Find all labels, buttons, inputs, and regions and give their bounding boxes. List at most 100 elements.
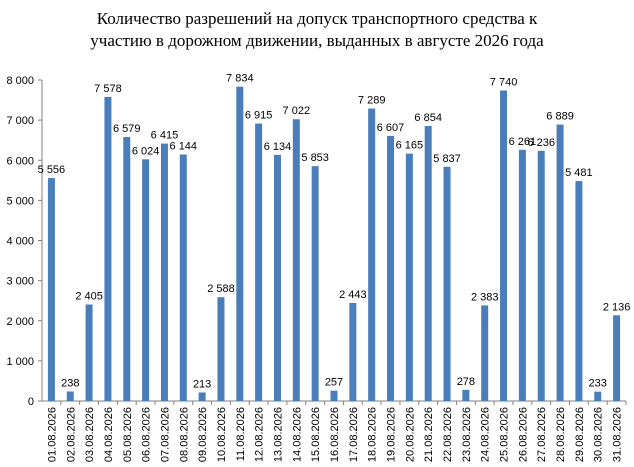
y-tick-label: 3 000 <box>6 276 34 288</box>
data-label: 6 236 <box>527 137 555 149</box>
data-label: 6 144 <box>170 140 198 152</box>
bar <box>368 108 376 402</box>
data-label: 6 415 <box>151 130 179 142</box>
x-tick-label: 21.08.2026 <box>423 407 435 462</box>
bar <box>255 123 263 402</box>
x-tick-label: 01.08.2026 <box>46 407 58 462</box>
data-label: 238 <box>61 377 79 389</box>
data-label: 7 834 <box>226 73 254 85</box>
bar <box>594 391 602 401</box>
x-tick-label: 26.08.2026 <box>517 407 529 462</box>
bar <box>273 154 281 401</box>
bar <box>160 143 168 401</box>
x-tick-label: 14.08.2026 <box>291 407 303 462</box>
data-label: 7 289 <box>358 95 386 107</box>
data-label: 7 578 <box>94 83 122 95</box>
bar <box>217 297 225 401</box>
bar <box>405 153 413 401</box>
bar <box>481 305 489 401</box>
data-label: 6 024 <box>132 145 160 157</box>
x-tick-label: 05.08.2026 <box>122 407 134 462</box>
data-label: 257 <box>325 377 343 389</box>
data-label: 5 481 <box>565 167 593 179</box>
data-label: 6 607 <box>377 122 405 134</box>
bar <box>311 166 319 401</box>
data-label: 7 740 <box>490 76 518 88</box>
bar <box>613 315 621 401</box>
x-tick-label: 19.08.2026 <box>386 407 398 462</box>
chart-title: Количество разрешений на допуск транспор… <box>0 8 634 52</box>
y-tick-label: 6 000 <box>6 155 34 167</box>
data-label: 6 889 <box>546 111 574 123</box>
x-tick-label: 17.08.2026 <box>348 407 360 462</box>
data-label: 2 383 <box>471 291 499 303</box>
bar <box>387 135 395 402</box>
data-label: 6 261 <box>509 136 537 148</box>
bar <box>66 391 74 401</box>
x-tick-label: 18.08.2026 <box>367 407 379 462</box>
x-tick-label: 07.08.2026 <box>159 407 171 462</box>
bar <box>349 302 357 401</box>
x-tick-label: 08.08.2026 <box>178 407 190 462</box>
x-tick-label: 12.08.2026 <box>254 407 266 462</box>
bar <box>142 159 150 401</box>
data-label: 2 405 <box>75 290 103 302</box>
x-tick-label: 29.08.2026 <box>574 407 586 462</box>
x-tick-label: 11.08.2026 <box>235 407 247 461</box>
bar <box>85 304 93 401</box>
chart-title-line-1: Количество разрешений на допуск транспор… <box>96 9 538 28</box>
data-label: 6 915 <box>245 110 273 122</box>
data-label: 6 579 <box>113 123 141 135</box>
x-tick-label: 03.08.2026 <box>84 407 96 462</box>
data-label: 5 556 <box>38 164 66 176</box>
bar <box>500 90 508 402</box>
x-tick-label: 23.08.2026 <box>461 407 473 462</box>
bar <box>462 389 470 401</box>
x-tick-label: 04.08.2026 <box>103 407 115 462</box>
bar <box>424 125 432 402</box>
bar <box>575 181 583 401</box>
x-tick-label: 24.08.2026 <box>480 407 492 462</box>
data-label: 2 588 <box>207 283 235 295</box>
y-tick-label: 2 000 <box>6 316 34 328</box>
x-tick-label: 30.08.2026 <box>593 407 605 462</box>
x-tick-label: 09.08.2026 <box>197 407 209 462</box>
data-label: 5 853 <box>301 152 329 164</box>
chart-title-line-2: участию в дорожном движении, выданных в … <box>90 31 544 50</box>
x-tick-label: 27.08.2026 <box>536 407 548 462</box>
data-label: 233 <box>589 378 607 390</box>
y-tick-label: 8 000 <box>6 75 34 87</box>
y-tick-label: 5 000 <box>6 195 34 207</box>
x-tick-label: 22.08.2026 <box>442 407 454 462</box>
bar <box>123 137 131 401</box>
x-tick-label: 16.08.2026 <box>329 407 341 462</box>
bar <box>537 150 545 401</box>
x-tick-label: 02.08.2026 <box>65 407 77 462</box>
y-tick-label: 4 000 <box>6 236 34 248</box>
y-tick-label: 7 000 <box>6 115 34 127</box>
bar <box>236 86 244 401</box>
x-tick-label: 20.08.2026 <box>404 407 416 462</box>
x-tick-label: 25.08.2026 <box>499 407 511 462</box>
x-tick-label: 31.08.2026 <box>612 407 624 462</box>
bar <box>518 149 526 401</box>
data-label: 2 136 <box>603 301 631 313</box>
data-label: 7 022 <box>283 105 311 117</box>
bar <box>556 124 564 402</box>
bar <box>47 178 55 401</box>
bar <box>443 166 451 401</box>
data-label: 5 837 <box>433 153 461 165</box>
x-tick-label: 28.08.2026 <box>555 407 567 462</box>
x-tick-label: 10.08.2026 <box>216 407 228 462</box>
data-label: 6 165 <box>396 140 424 152</box>
bar <box>179 154 187 401</box>
bar <box>104 96 112 402</box>
y-tick-label: 0 <box>28 396 34 408</box>
data-label: 6 134 <box>264 141 292 153</box>
bar <box>292 119 300 401</box>
data-label: 2 443 <box>339 289 367 301</box>
bar <box>330 390 338 401</box>
data-label: 278 <box>457 376 475 388</box>
data-label: 6 854 <box>414 112 442 124</box>
